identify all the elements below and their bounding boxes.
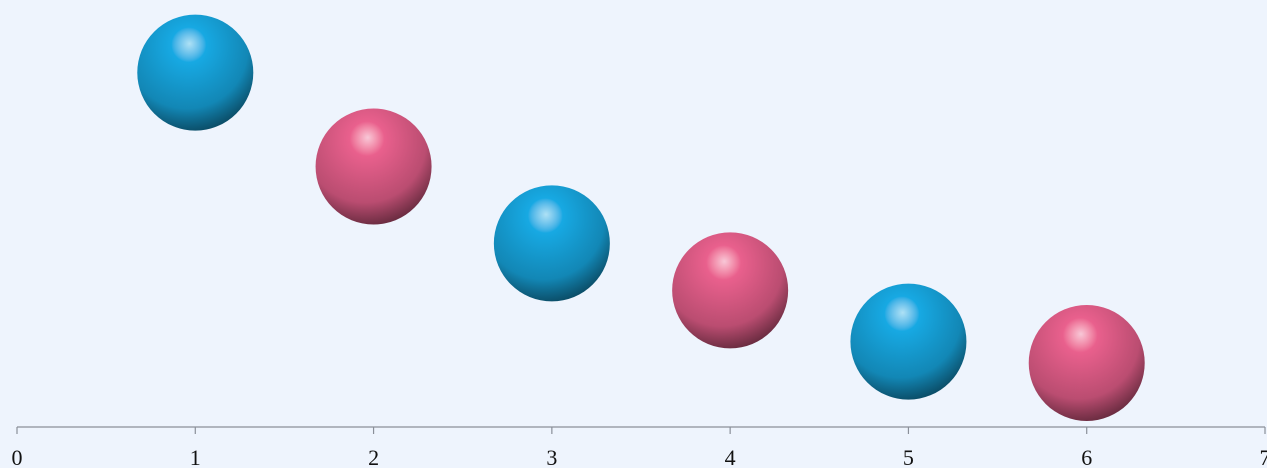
sphere	[315, 108, 432, 225]
sphere	[1028, 304, 1145, 421]
x-tick-label: 4	[725, 445, 736, 468]
sphere	[672, 232, 789, 349]
x-tick-label: 0	[12, 445, 23, 468]
x-tick-label: 6	[1081, 445, 1092, 468]
sphere	[137, 14, 254, 131]
x-tick-label: 2	[368, 445, 379, 468]
x-tick-label: 1	[190, 445, 201, 468]
x-tick-label: 7	[1260, 445, 1267, 468]
sphere	[850, 283, 967, 400]
sphere	[493, 185, 610, 302]
x-tick-label: 5	[903, 445, 914, 468]
x-tick-label: 3	[546, 445, 557, 468]
